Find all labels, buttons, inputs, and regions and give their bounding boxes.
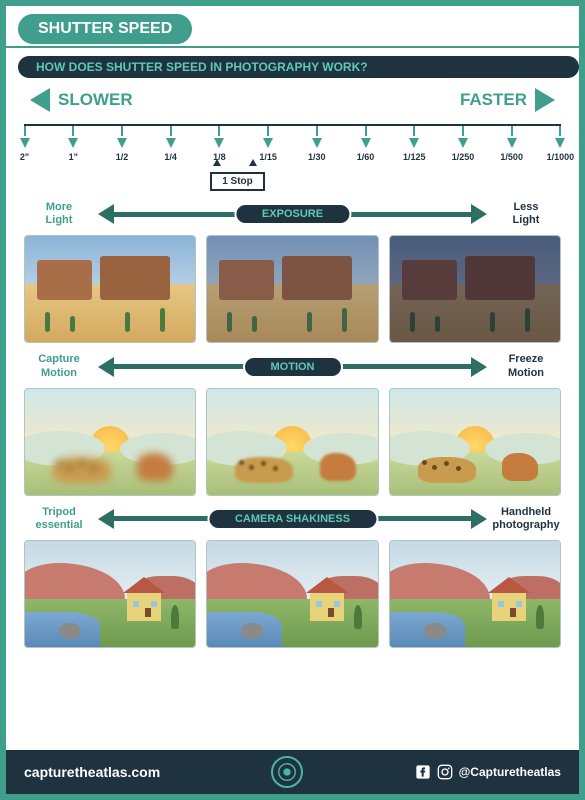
arrowhead-left-icon	[98, 509, 114, 529]
content-area: SLOWER FASTER 2"1"1/21/41/81/151/301/601…	[6, 82, 579, 750]
arrowhead-right-icon	[471, 357, 487, 377]
facebook-icon	[415, 764, 431, 780]
scale-tick: 1"	[73, 126, 74, 162]
infographic-container: SHUTTER SPEED HOW DOES SHUTTER SPEED IN …	[0, 0, 585, 800]
section-badge: EXPOSURE	[234, 203, 351, 225]
scale-tick: 1/15	[268, 126, 269, 162]
example-image	[206, 540, 378, 648]
faster-label-group: FASTER	[460, 88, 555, 112]
arrowhead-left-icon	[98, 204, 114, 224]
example-image	[24, 540, 196, 648]
footer-logo-icon	[271, 756, 303, 788]
example-image	[24, 235, 196, 343]
sections-container: MoreLight EXPOSURE LessLight CaptureMotion M…	[24, 191, 561, 648]
tick-label: 1/500	[500, 152, 523, 162]
example-image	[389, 540, 561, 648]
example-image	[389, 388, 561, 496]
section-arrow-bar: MOTION	[98, 357, 487, 377]
footer-url: capturetheatlas.com	[24, 764, 160, 780]
section-arrow-bar: CAMERA SHAKINESS	[98, 509, 487, 529]
tick-label: 1/30	[308, 152, 326, 162]
arrowhead-right-icon	[471, 204, 487, 224]
section-motion: CaptureMotion MOTION FreezeMotion	[24, 353, 561, 495]
arrowhead-left-icon	[98, 357, 114, 377]
image-row	[24, 388, 561, 496]
faster-label: FASTER	[460, 90, 527, 110]
slower-label: SLOWER	[58, 90, 133, 110]
section-camera-shakiness: Tripodessential CAMERA SHAKINESS Handheldp…	[24, 506, 561, 648]
tick-label: 1/60	[357, 152, 375, 162]
section-header: MoreLight EXPOSURE LessLight	[24, 201, 561, 227]
arrow-left-icon	[30, 88, 50, 112]
footer-handle: @Capturetheatlas	[459, 765, 561, 779]
example-image	[24, 388, 196, 496]
scale-tick: 1/60	[365, 126, 366, 162]
header-rule	[6, 46, 579, 48]
scale-tick: 1/1000	[560, 126, 561, 162]
scale-tick: 1/250	[462, 126, 463, 162]
section-right-label: Handheldphotography	[491, 506, 561, 532]
scale-tick: 1/500	[511, 126, 512, 162]
example-image	[206, 235, 378, 343]
section-right-label: LessLight	[491, 201, 561, 227]
tick-label: 1/4	[164, 152, 177, 162]
scale-tick: 1/2	[121, 126, 122, 162]
footer-social: @Capturetheatlas	[415, 764, 561, 780]
arrowhead-right-icon	[471, 509, 487, 529]
slower-faster-row: SLOWER FASTER	[24, 88, 561, 112]
section-right-label: FreezeMotion	[491, 353, 561, 379]
tick-label: 1/250	[452, 152, 475, 162]
example-image	[389, 235, 561, 343]
instagram-icon	[437, 764, 453, 780]
tick-label: 1/2	[116, 152, 129, 162]
scale-tick: 1/125	[414, 126, 415, 162]
tick-label: 1/125	[403, 152, 426, 162]
title-badge: SHUTTER SPEED	[18, 14, 192, 44]
tick-label: 1/1000	[547, 152, 575, 162]
arrow-right-icon	[535, 88, 555, 112]
image-row	[24, 235, 561, 343]
scale-tick: 2"	[24, 126, 25, 162]
scale-ticks: 2" 1" 1/2 1/4 1/8 1/15 1/30 1/60 1/125 1/250 1/500…	[24, 126, 561, 162]
image-row	[24, 540, 561, 648]
slower-label-group: SLOWER	[30, 88, 133, 112]
tick-label: 1/15	[259, 152, 277, 162]
scale-tick: 1/8	[219, 126, 220, 162]
section-left-label: Tripodessential	[24, 506, 94, 532]
section-left-label: CaptureMotion	[24, 353, 94, 379]
stop-badge: 1 Stop	[210, 172, 265, 191]
section-exposure: MoreLight EXPOSURE LessLight	[24, 201, 561, 343]
section-header: Tripodessential CAMERA SHAKINESS Handheldp…	[24, 506, 561, 532]
section-badge: MOTION	[243, 356, 343, 378]
footer-bar: capturetheatlas.com @Capturetheatlas	[6, 750, 579, 794]
section-left-label: MoreLight	[24, 201, 94, 227]
tick-label: 1/8	[213, 152, 226, 162]
subtitle-badge: HOW DOES SHUTTER SPEED IN PHOTOGRAPHY WO…	[18, 56, 579, 78]
scale-tick: 1/4	[170, 126, 171, 162]
section-header: CaptureMotion MOTION FreezeMotion	[24, 353, 561, 379]
example-image	[206, 388, 378, 496]
tick-label: 2"	[20, 152, 29, 162]
tick-label: 1"	[69, 152, 78, 162]
scale-tick: 1/30	[316, 126, 317, 162]
section-badge: CAMERA SHAKINESS	[207, 508, 378, 530]
section-arrow-bar: EXPOSURE	[98, 204, 487, 224]
